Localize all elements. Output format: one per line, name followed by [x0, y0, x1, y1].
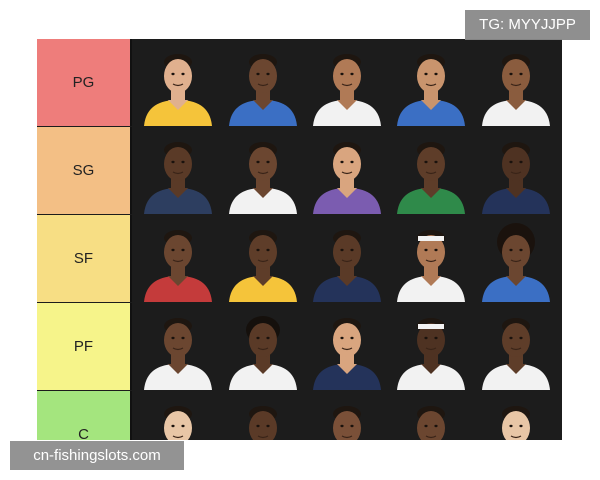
player-portrait — [308, 396, 385, 440]
player-portrait — [140, 132, 217, 214]
player-portrait — [140, 220, 217, 302]
tier-row-pf: PF — [37, 303, 562, 390]
tier-players — [132, 39, 562, 126]
player-portrait — [477, 220, 554, 302]
player-portrait — [224, 220, 301, 302]
telegram-tag: TG: MYYJJPP — [465, 10, 590, 40]
tier-row-sg: SG — [37, 127, 562, 214]
player-portrait — [308, 308, 385, 390]
tier-label: SF — [37, 215, 132, 302]
player-portrait — [308, 44, 385, 126]
player-portrait — [477, 132, 554, 214]
player-portrait — [477, 44, 554, 126]
player-portrait — [477, 308, 554, 390]
player-portrait — [224, 308, 301, 390]
site-watermark: cn-fishingslots.com — [10, 441, 184, 470]
tier-row-pg: PG — [37, 39, 562, 126]
tier-list: PG SG SF PF C — [37, 39, 562, 440]
player-portrait — [393, 396, 470, 440]
tier-label: SG — [37, 127, 132, 214]
player-portrait — [224, 396, 301, 440]
tier-label: PF — [37, 303, 132, 390]
player-portrait — [140, 396, 217, 440]
tier-players — [132, 303, 562, 390]
player-portrait — [140, 44, 217, 126]
tier-label: C — [37, 391, 132, 440]
player-portrait — [393, 132, 470, 214]
tier-row-c: C — [37, 391, 562, 440]
player-portrait — [140, 308, 217, 390]
player-portrait — [393, 220, 470, 302]
player-portrait — [393, 44, 470, 126]
player-portrait — [477, 396, 554, 440]
player-portrait — [308, 132, 385, 214]
tier-row-sf: SF — [37, 215, 562, 302]
player-portrait — [224, 132, 301, 214]
player-portrait — [393, 308, 470, 390]
tier-players — [132, 391, 562, 440]
tier-label: PG — [37, 39, 132, 126]
tier-players — [132, 215, 562, 302]
player-portrait — [308, 220, 385, 302]
player-portrait — [224, 44, 301, 126]
tier-players — [132, 127, 562, 214]
